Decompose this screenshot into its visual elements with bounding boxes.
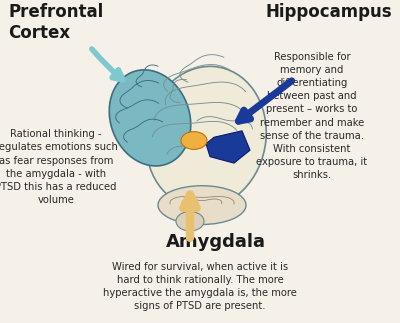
Ellipse shape	[176, 212, 204, 231]
Text: Responsible for
memory and
differentiating
between past and
present – works to
r: Responsible for memory and differentiati…	[256, 52, 368, 181]
Text: Amygdala: Amygdala	[166, 233, 266, 251]
Ellipse shape	[158, 186, 246, 224]
Text: Hippocampus: Hippocampus	[265, 3, 392, 21]
Ellipse shape	[109, 70, 191, 166]
Ellipse shape	[181, 132, 207, 149]
Text: Wired for survival, when active it is
hard to think rationally. The more
hyperac: Wired for survival, when active it is ha…	[103, 262, 297, 311]
Ellipse shape	[146, 66, 266, 208]
Text: Prefrontal
Cortex: Prefrontal Cortex	[8, 3, 103, 42]
Polygon shape	[206, 131, 250, 163]
Text: Rational thinking -
regulates emotions such
as fear responses from
the amygdala : Rational thinking - regulates emotions s…	[0, 129, 118, 205]
